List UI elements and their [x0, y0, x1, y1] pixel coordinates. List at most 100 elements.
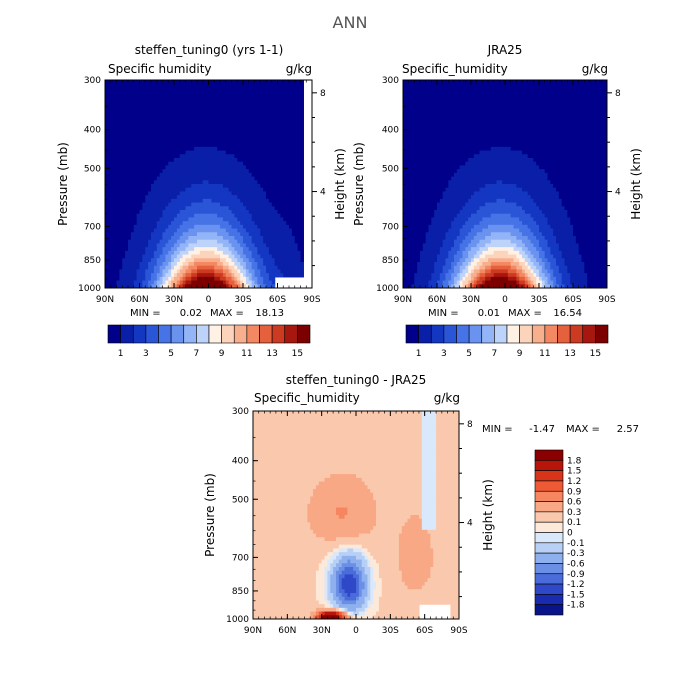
field-cell — [162, 221, 166, 226]
field-cell — [130, 232, 135, 237]
field-cell — [448, 109, 452, 115]
y-tick-label: 300 — [84, 76, 101, 86]
field-cell — [145, 224, 149, 230]
field-cell — [266, 250, 270, 256]
field-cell — [179, 217, 184, 222]
field-cell — [283, 187, 287, 193]
field-cell — [145, 269, 149, 274]
field-cell — [550, 94, 554, 100]
field-cell — [139, 262, 143, 267]
field-cell — [300, 158, 304, 163]
field-cell — [165, 269, 169, 274]
field-cell — [289, 128, 293, 133]
field-cell — [558, 124, 563, 129]
field-cell — [194, 213, 198, 219]
field-cell — [268, 191, 273, 196]
field-cell — [277, 117, 281, 122]
field-cell — [587, 109, 591, 115]
colorbar-swatch — [284, 324, 298, 344]
field-cell — [188, 247, 192, 252]
field-cell — [245, 198, 250, 204]
field-cell — [445, 124, 449, 129]
field-cell — [107, 221, 112, 226]
field-cell — [197, 120, 201, 126]
field-cell — [214, 150, 218, 155]
field-cell — [240, 102, 244, 107]
field-cell — [208, 280, 212, 285]
field-cell — [248, 269, 253, 274]
field-cell — [490, 106, 495, 111]
field-cell — [133, 128, 138, 133]
field-cell — [199, 94, 204, 100]
field-cell — [194, 128, 198, 133]
field-cell — [205, 217, 210, 222]
field-cell — [490, 120, 495, 126]
field-cell — [151, 176, 155, 181]
field-cell — [277, 120, 281, 126]
field-cell — [148, 87, 152, 92]
field-cell — [414, 98, 418, 103]
x-axis: 90N 60N 30N 0 30S 60S 90S — [96, 80, 321, 305]
field-cell — [110, 158, 115, 163]
field-cell — [291, 273, 296, 278]
field-cell — [211, 198, 215, 204]
field-cell — [214, 180, 218, 185]
field-cell — [291, 113, 296, 118]
field-cell — [165, 87, 169, 92]
field-cell — [139, 150, 143, 155]
field-cell — [130, 280, 135, 285]
field-cell — [214, 265, 218, 271]
field-cell — [268, 273, 273, 278]
field-cell — [165, 280, 169, 285]
field-cell — [485, 80, 489, 85]
field-cell — [174, 262, 178, 267]
field-cell — [113, 128, 118, 133]
field-cell — [217, 83, 221, 89]
field-cell — [248, 165, 253, 170]
field-cell — [516, 83, 520, 89]
field-cell — [231, 83, 235, 89]
field-cell — [231, 206, 235, 211]
field-cell — [234, 124, 238, 129]
field-cell — [116, 187, 120, 193]
field-cell — [243, 280, 247, 285]
field-cell — [237, 269, 241, 274]
field-cell — [485, 106, 489, 111]
field-cell — [519, 80, 523, 85]
field-cell — [202, 258, 207, 263]
field-cell — [162, 191, 166, 196]
variable-label: Specific humidity — [108, 62, 212, 76]
field-cell — [271, 206, 276, 211]
field-cell — [473, 106, 478, 111]
field-cell — [107, 143, 112, 148]
field-cell — [280, 187, 284, 193]
field-cell — [191, 198, 195, 204]
field-cell — [240, 158, 244, 163]
field-cell — [505, 113, 509, 118]
field-cell — [231, 213, 235, 219]
field-cell — [493, 91, 498, 96]
field-cell — [199, 284, 204, 288]
field-cell — [414, 102, 418, 107]
field-cell — [171, 94, 175, 100]
field-cell — [456, 113, 461, 118]
field-cell — [493, 113, 498, 118]
field-cell — [431, 113, 435, 118]
field-cell — [505, 117, 509, 122]
field-cell — [110, 154, 115, 159]
field-cell — [133, 143, 138, 148]
field-cell — [110, 262, 115, 267]
field-cell — [473, 91, 478, 96]
field-cell — [234, 106, 238, 111]
field-cell — [220, 150, 224, 155]
field-cell — [428, 80, 432, 85]
field-cell — [214, 143, 218, 148]
field-cell — [168, 80, 172, 85]
field-cell — [188, 169, 192, 174]
field-cell — [243, 202, 247, 207]
field-cell — [139, 139, 143, 144]
field-cell — [231, 198, 235, 204]
field-cell — [151, 180, 155, 185]
field-cell — [202, 135, 207, 141]
field-cell — [145, 172, 149, 178]
